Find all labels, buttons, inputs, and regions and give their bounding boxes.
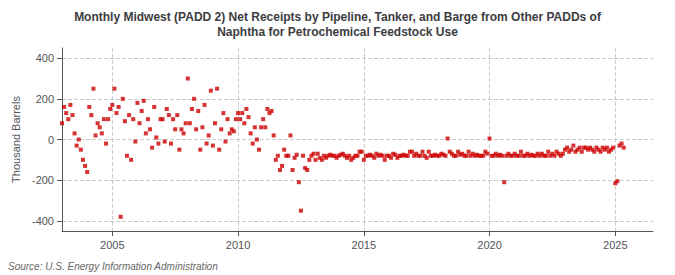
svg-text:400: 400 — [36, 52, 54, 64]
svg-text:Source: U.S. Energy Informatio: Source: U.S. Energy Information Administ… — [8, 261, 218, 272]
svg-text:2025: 2025 — [603, 239, 627, 251]
svg-text:-400: -400 — [32, 215, 54, 227]
svg-text:2015: 2015 — [352, 239, 376, 251]
svg-text:-200: -200 — [32, 174, 54, 186]
svg-text:Monthly Midwest (PADD 2) Net R: Monthly Midwest (PADD 2) Net Receipts by… — [74, 10, 602, 24]
svg-text:2005: 2005 — [100, 239, 124, 251]
svg-text:Thousand Barrels: Thousand Barrels — [10, 96, 22, 183]
svg-text:Naphtha for Petrochemical Feed: Naphtha for Petrochemical Feedstock Use — [217, 25, 458, 39]
svg-text:2020: 2020 — [477, 239, 501, 251]
svg-text:0: 0 — [48, 134, 54, 146]
svg-text:2010: 2010 — [226, 239, 250, 251]
svg-text:200: 200 — [36, 93, 54, 105]
